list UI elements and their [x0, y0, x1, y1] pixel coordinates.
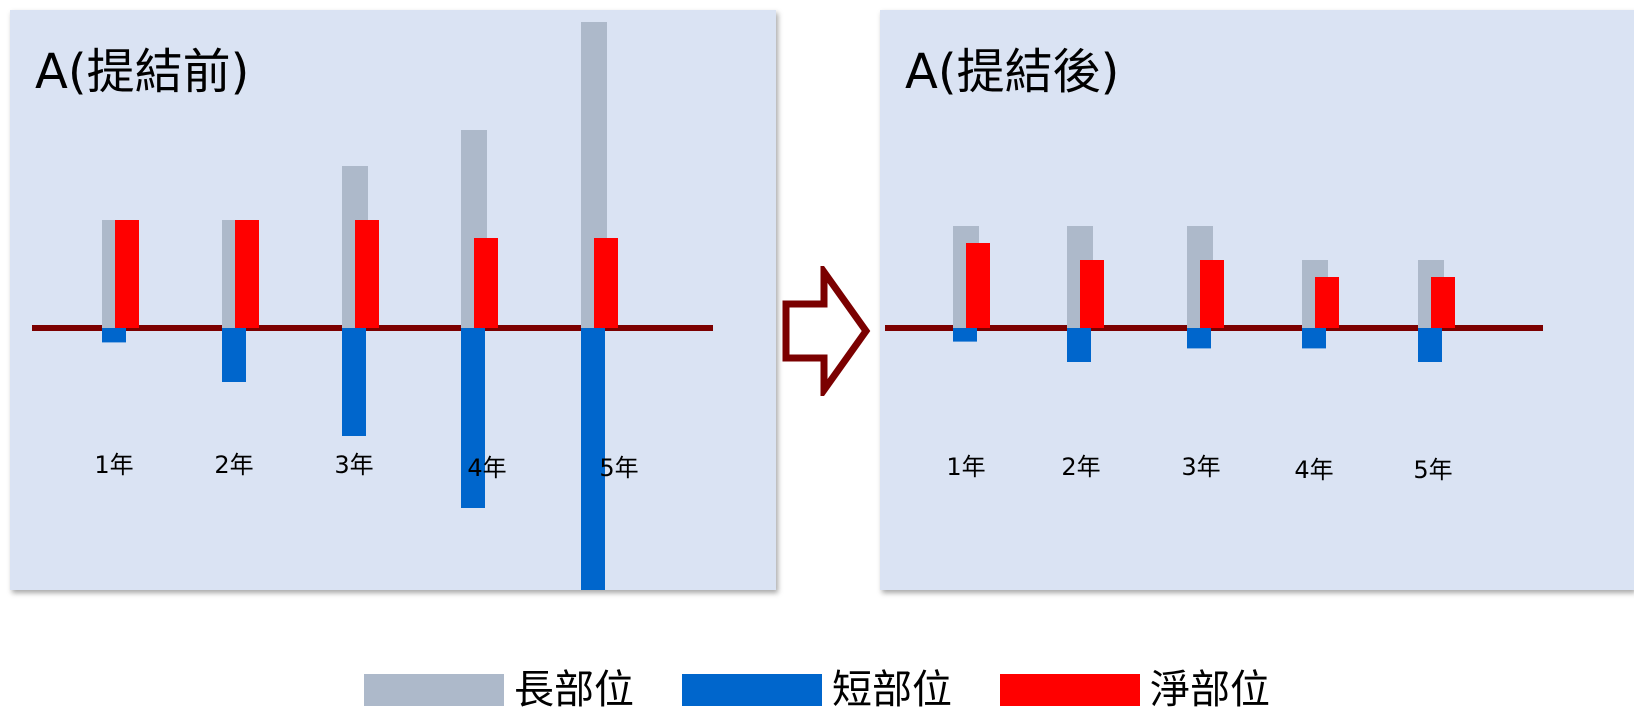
chart-panel-before: A(提結前) 1年 2年 3年 4年 5年 — [10, 10, 776, 590]
chart-panel-after: A(提結後) 1年 2年 3年 4年 5年 — [880, 10, 1634, 590]
bar-net-0-4 — [594, 238, 618, 328]
legend-item-net: 淨部位 — [1000, 668, 1270, 712]
bar-short-1-3 — [1302, 328, 1326, 349]
bar-short-0-3 — [461, 328, 485, 508]
tick-label-0-0: 1年 — [94, 451, 133, 479]
bar-net-0-3 — [474, 238, 498, 328]
bar-short-0-1 — [222, 328, 246, 382]
tick-label-1-3: 4年 — [1294, 456, 1333, 484]
bar-net-0-2 — [355, 220, 379, 328]
chart-before-svg: 1年 2年 3年 4年 5年 — [32, 22, 713, 590]
right-arrow-icon — [782, 266, 871, 396]
bar-net-1-1 — [1080, 260, 1104, 328]
chart-title-after: A(提結後) — [905, 44, 1120, 100]
bar-short-1-0 — [953, 328, 977, 342]
legend-swatch-long — [364, 674, 504, 706]
legend-item-long: 長部位 — [364, 668, 634, 712]
bar-short-0-2 — [342, 328, 366, 436]
tick-label-0-3: 4年 — [467, 454, 506, 482]
bar-net-0-0 — [115, 220, 139, 328]
legend-item-short: 短部位 — [682, 668, 952, 712]
tick-label-0-1: 2年 — [214, 451, 253, 479]
bar-short-1-1 — [1067, 328, 1091, 362]
tick-label-1-4: 5年 — [1413, 456, 1452, 484]
legend-label-short: 短部位 — [832, 667, 952, 713]
tick-label-1-2: 3年 — [1181, 453, 1220, 481]
bar-net-1-2 — [1200, 260, 1224, 328]
bar-short-1-4 — [1418, 328, 1442, 362]
legend: 長部位 短部位 淨部位 — [0, 668, 1634, 712]
tick-label-1-1: 2年 — [1061, 453, 1100, 481]
tick-label-0-4: 5年 — [599, 454, 638, 482]
bar-net-0-1 — [235, 220, 259, 328]
tick-label-0-2: 3年 — [334, 451, 373, 479]
legend-label-net: 淨部位 — [1150, 667, 1270, 713]
bar-net-1-0 — [966, 243, 990, 328]
chart-after-svg: 1年 2年 3年 4年 5年 — [885, 226, 1543, 484]
legend-label-long: 長部位 — [514, 667, 634, 713]
bar-short-0-0 — [102, 328, 126, 343]
bar-short-0-4 — [581, 328, 605, 590]
bar-short-1-2 — [1187, 328, 1211, 349]
legend-swatch-short — [682, 674, 822, 706]
legend-swatch-net — [1000, 674, 1140, 706]
bar-net-1-4 — [1431, 277, 1455, 328]
bar-net-1-3 — [1315, 277, 1339, 328]
tick-label-1-0: 1年 — [946, 453, 985, 481]
chart-title-before: A(提結前) — [35, 44, 250, 100]
